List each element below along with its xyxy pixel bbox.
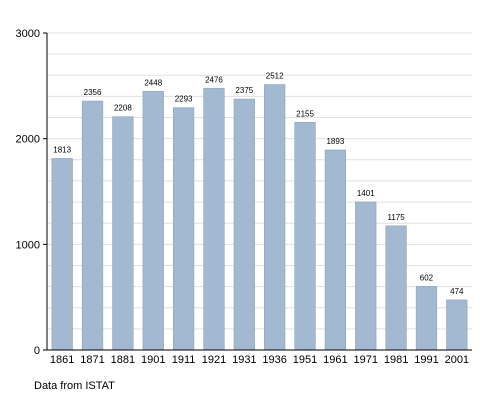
source-note: Data from ISTAT <box>34 380 115 392</box>
x-tick-label-1921: 1921 <box>202 354 226 366</box>
grid-lines <box>47 32 472 330</box>
bar-1936 <box>264 84 286 351</box>
y-tick-label: 2000 <box>16 134 40 146</box>
value-label-1861: 1813 <box>53 145 71 154</box>
x-tick-label-1871: 1871 <box>80 354 104 366</box>
x-tick-label-1981: 1981 <box>384 354 408 366</box>
value-label-2001: 474 <box>450 287 464 296</box>
x-tick-label-1861: 1861 <box>50 354 74 366</box>
bar-1921 <box>203 88 225 351</box>
bars <box>51 84 468 351</box>
x-tick-label-1881: 1881 <box>111 354 135 366</box>
value-labels: 1813 2356 2208 2448 2293 2476 2375 2512 2155 1893… <box>53 72 464 296</box>
x-axis-ticks: 1861 1871 1881 1901 1911 1921 1931 1936 1951 1961… <box>50 354 469 366</box>
bar-1911 <box>172 107 195 351</box>
bar-1951 <box>294 121 316 351</box>
bar-1991 <box>415 286 438 351</box>
bar-2001 <box>446 299 468 351</box>
y-tick-label: 0 <box>34 345 40 357</box>
x-tick-label-2001: 2001 <box>445 354 469 366</box>
x-tick-label-1911: 1911 <box>172 354 196 366</box>
bar-1971 <box>355 201 377 351</box>
y-tick-label: 1000 <box>16 239 40 251</box>
bar-1881 <box>112 116 134 351</box>
y-axis-ticks: 0 1000 2000 3000 <box>16 28 47 357</box>
value-label-1921: 2476 <box>205 75 223 84</box>
y-tick-label: 3000 <box>16 28 40 40</box>
bar-1861 <box>51 158 73 351</box>
x-tick-label-1931: 1931 <box>232 354 256 366</box>
value-label-1961: 1893 <box>326 137 344 146</box>
bar-1931 <box>233 98 255 351</box>
x-tick-label-1936: 1936 <box>262 354 286 366</box>
value-label-1911: 2293 <box>175 95 193 104</box>
value-label-1971: 1401 <box>357 189 375 198</box>
bar-1981 <box>385 225 407 351</box>
bar-1901 <box>142 91 164 351</box>
x-tick-label-1991: 1991 <box>414 354 438 366</box>
value-label-1951: 2155 <box>296 109 314 118</box>
x-tick-label-1971: 1971 <box>354 354 378 366</box>
x-tick-label-1961: 1961 <box>323 354 347 366</box>
value-label-1981: 1175 <box>388 213 406 222</box>
value-label-1931: 2375 <box>235 86 253 95</box>
value-label-1991: 602 <box>420 273 434 282</box>
value-label-1881: 2208 <box>114 104 132 113</box>
x-tick-label-1951: 1951 <box>293 354 317 366</box>
x-tick-label-1901: 1901 <box>141 354 165 366</box>
value-label-1901: 2448 <box>144 78 162 87</box>
bar-1871 <box>81 100 104 351</box>
value-label-1871: 2356 <box>84 88 102 97</box>
bar-1961 <box>324 149 347 351</box>
value-label-1936: 2512 <box>266 72 284 81</box>
